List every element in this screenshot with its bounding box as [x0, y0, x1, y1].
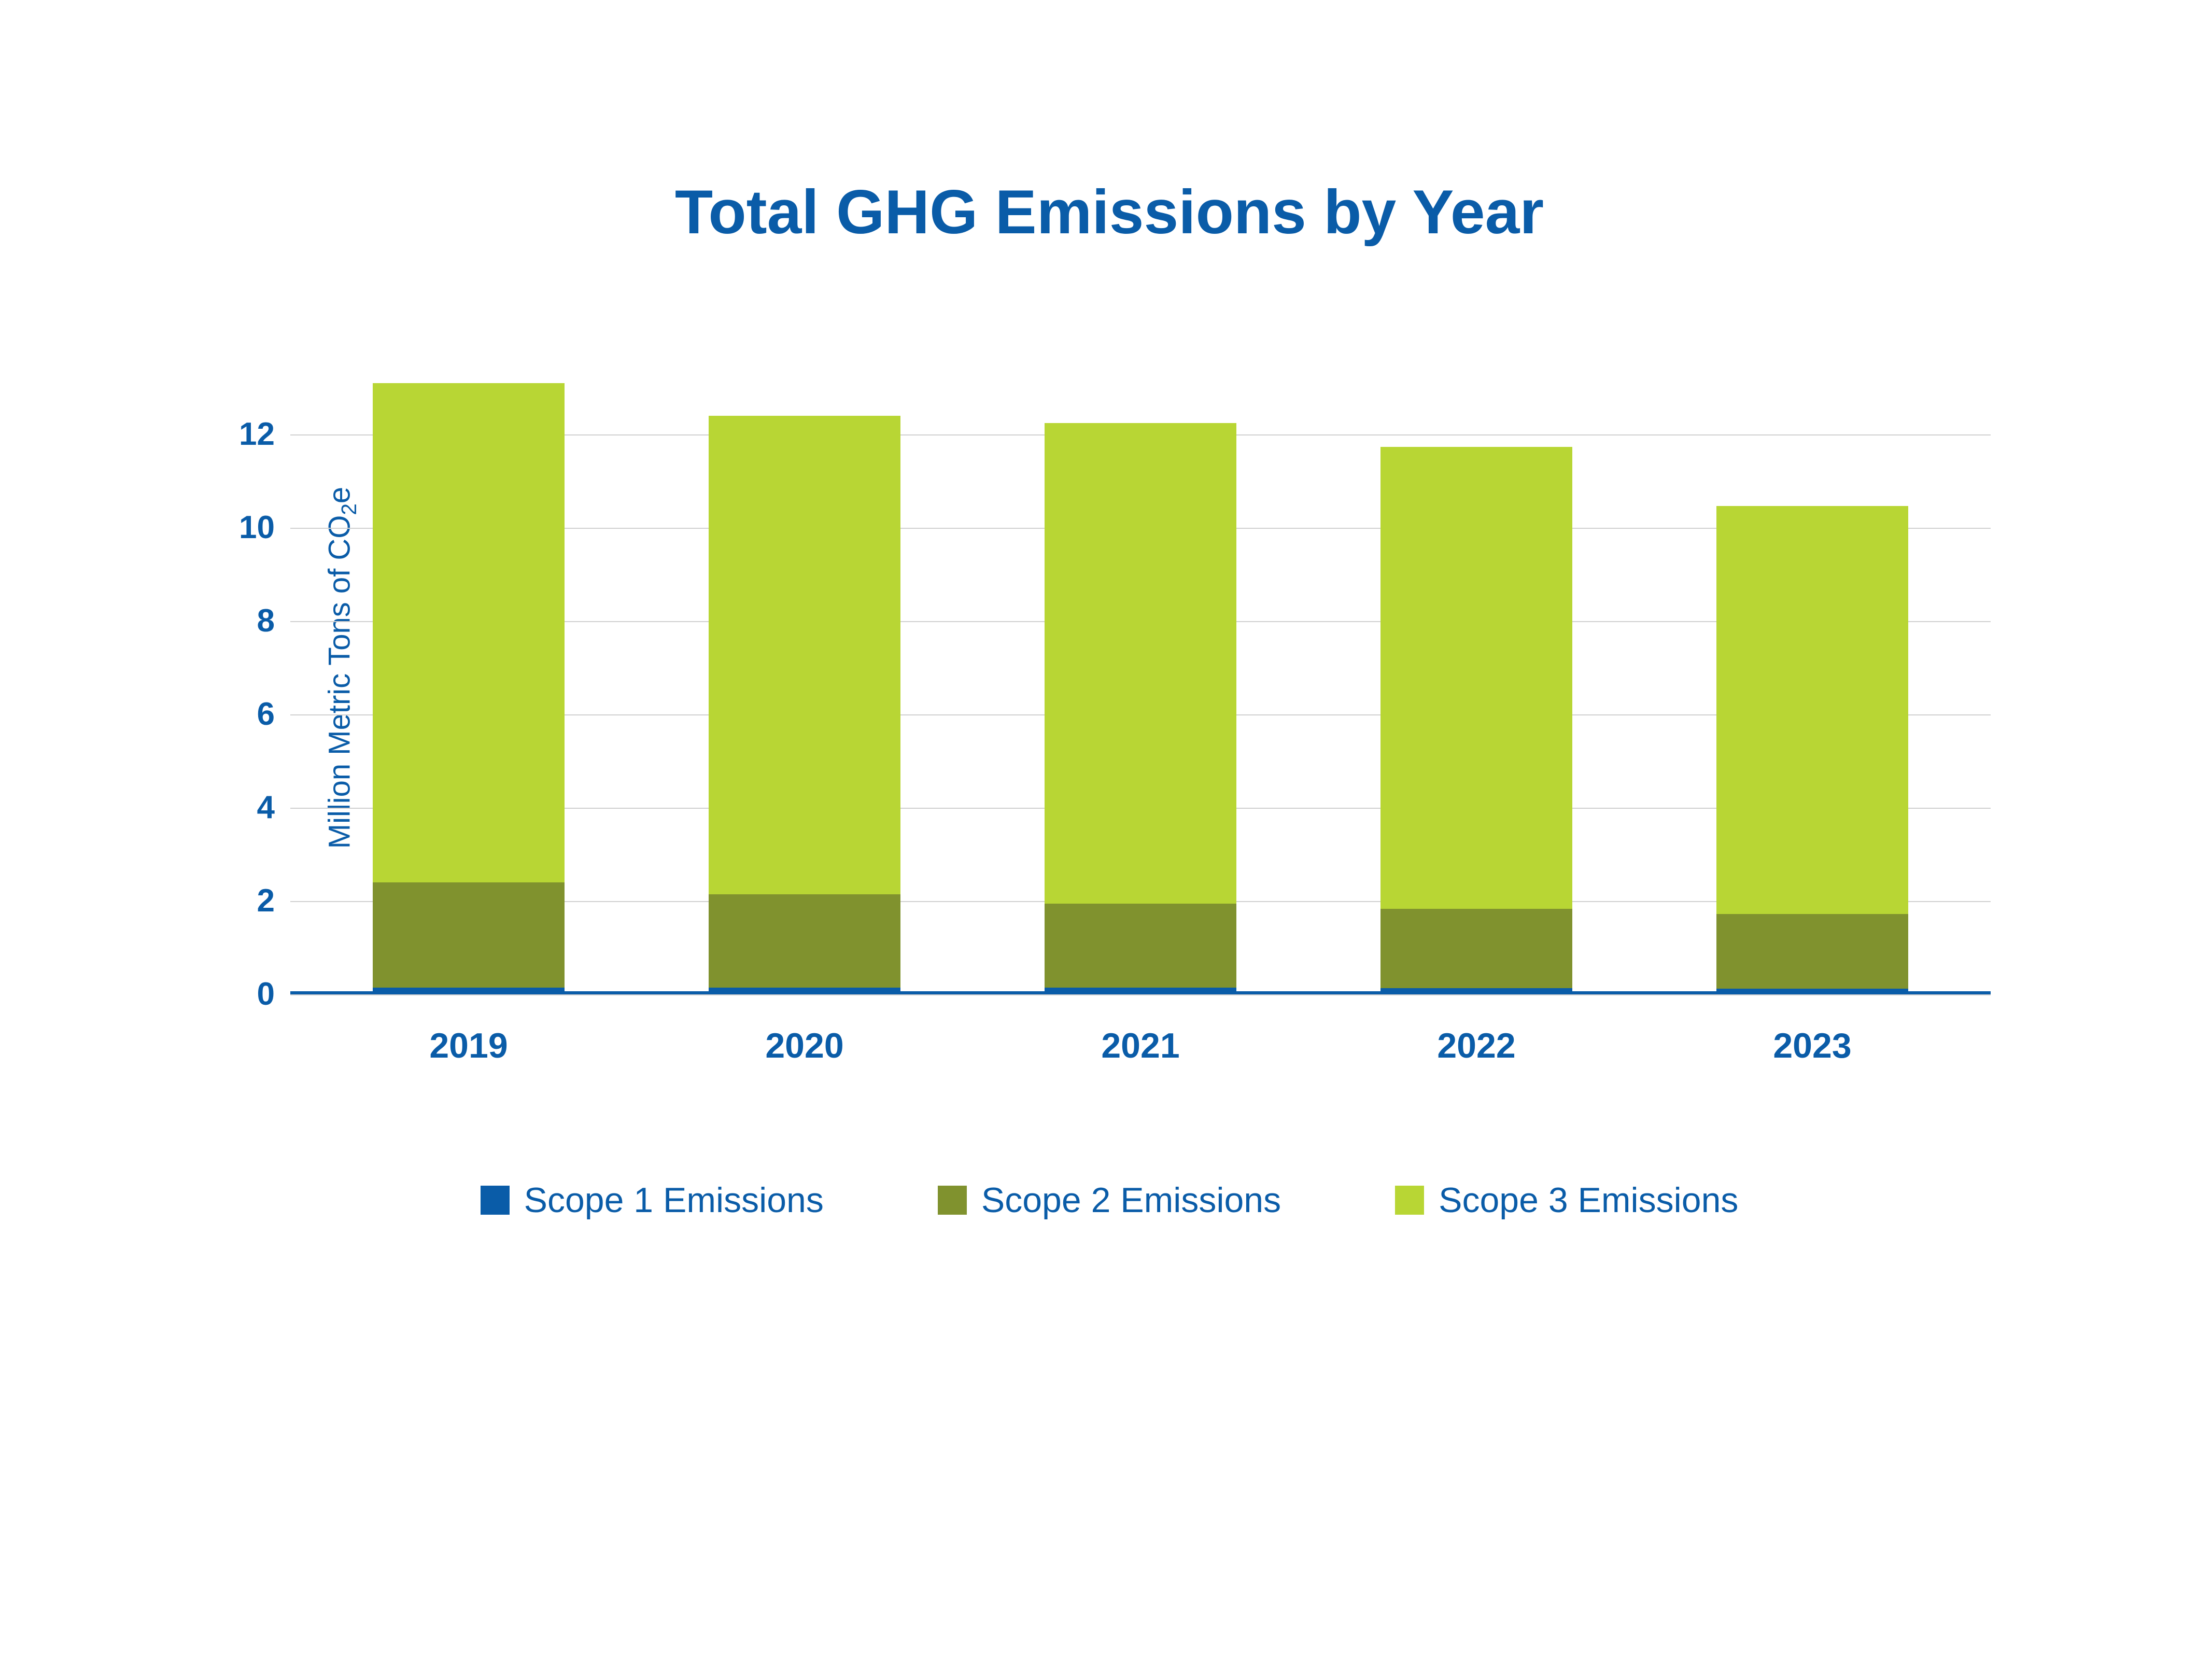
- bar-segment: [1716, 989, 1908, 994]
- legend: Scope 1 Emissions Scope 2 Emissions Scope …: [228, 1180, 1991, 1220]
- x-tick: 2021: [1045, 1025, 1236, 1066]
- x-tick: 2022: [1380, 1025, 1572, 1066]
- legend-item: Scope 1 Emissions: [481, 1180, 824, 1220]
- bar-group: [1716, 506, 1908, 994]
- legend-swatch: [938, 1186, 967, 1215]
- bar-segment: [1045, 904, 1236, 988]
- bar-segment: [1380, 909, 1572, 988]
- bar-segment: [709, 988, 900, 995]
- x-tick: 2019: [373, 1025, 565, 1066]
- legend-label: Scope 1 Emissions: [524, 1180, 824, 1220]
- legend-item: Scope 2 Emissions: [938, 1180, 1281, 1220]
- bar-segment: [1045, 423, 1236, 904]
- x-tick: 2023: [1716, 1025, 1908, 1066]
- bar-segment: [373, 988, 565, 995]
- legend-label: Scope 3 Emissions: [1439, 1180, 1738, 1220]
- plot-wrapper: Million Metric Tons of CO2e 121086420: [228, 341, 1991, 994]
- bar-segment: [709, 416, 900, 894]
- bars-container: [290, 341, 1991, 994]
- bar-group: [709, 416, 900, 994]
- legend-label: Scope 2 Emissions: [981, 1180, 1281, 1220]
- chart-title: Total GHG Emissions by Year: [228, 176, 1991, 248]
- bar-segment: [1380, 988, 1572, 994]
- bar-segment: [1716, 914, 1908, 989]
- x-axis: 2019 2020 2021 2022 2023: [290, 1025, 1991, 1066]
- emissions-chart: Total GHG Emissions by Year Million Metr…: [228, 176, 1991, 1220]
- legend-swatch: [1395, 1186, 1424, 1215]
- bar-segment: [373, 383, 565, 882]
- x-tick: 2020: [709, 1025, 900, 1066]
- legend-swatch: [481, 1186, 510, 1215]
- legend-item: Scope 3 Emissions: [1395, 1180, 1738, 1220]
- bar-group: [1380, 447, 1572, 994]
- bar-segment: [1716, 506, 1908, 915]
- gridline: [290, 994, 1991, 995]
- y-axis: 121086420: [228, 434, 290, 994]
- bar-segment: [709, 894, 900, 988]
- bar-segment: [1045, 988, 1236, 994]
- plot-area: [290, 341, 1991, 994]
- bar-segment: [1380, 447, 1572, 909]
- bar-group: [373, 383, 565, 994]
- bar-group: [1045, 423, 1236, 994]
- bar-segment: [373, 882, 565, 988]
